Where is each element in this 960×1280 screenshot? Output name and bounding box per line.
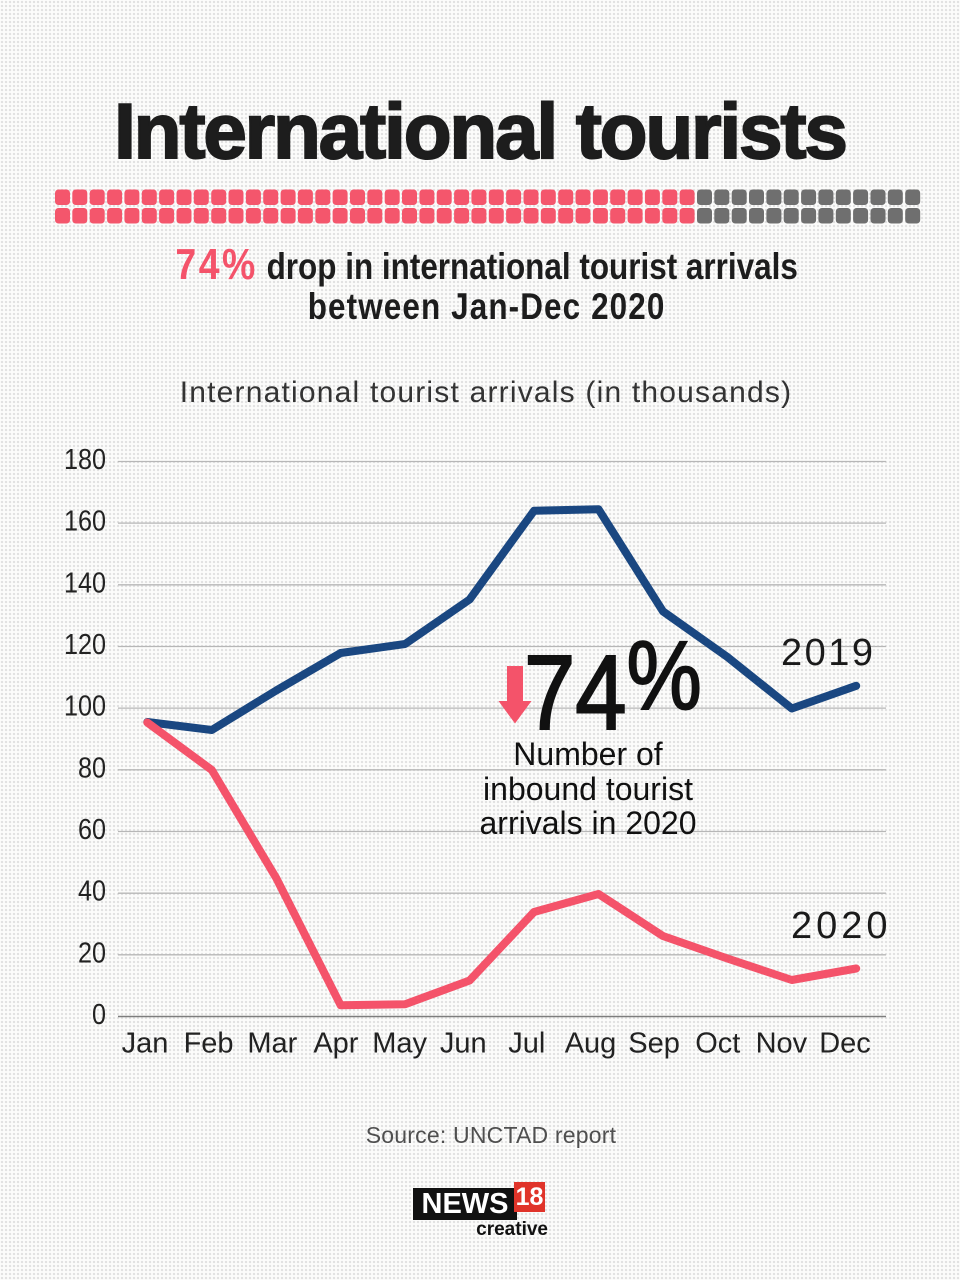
svg-text:Dec: Dec bbox=[819, 1028, 871, 1060]
svg-text:Sep: Sep bbox=[628, 1028, 680, 1060]
svg-text:140: 140 bbox=[64, 567, 106, 599]
svg-text:May: May bbox=[372, 1028, 427, 1060]
svg-text:60: 60 bbox=[78, 814, 106, 846]
svg-text:Apr: Apr bbox=[313, 1028, 358, 1060]
svg-text:Jun: Jun bbox=[440, 1028, 487, 1060]
svg-text:180: 180 bbox=[64, 444, 106, 476]
svg-text:Aug: Aug bbox=[565, 1028, 617, 1060]
svg-text:Mar: Mar bbox=[247, 1028, 297, 1060]
svg-text:40: 40 bbox=[78, 876, 106, 908]
svg-text:20: 20 bbox=[78, 937, 106, 969]
svg-text:Jul: Jul bbox=[508, 1028, 545, 1060]
svg-text:160: 160 bbox=[64, 506, 106, 538]
svg-text:100: 100 bbox=[64, 691, 106, 723]
svg-text:120: 120 bbox=[64, 629, 106, 661]
svg-text:Oct: Oct bbox=[695, 1028, 740, 1060]
svg-text:Jan: Jan bbox=[122, 1028, 169, 1060]
svg-text:0: 0 bbox=[92, 999, 106, 1031]
svg-text:80: 80 bbox=[78, 752, 106, 784]
svg-text:Feb: Feb bbox=[184, 1028, 234, 1060]
svg-text:Nov: Nov bbox=[756, 1028, 808, 1060]
